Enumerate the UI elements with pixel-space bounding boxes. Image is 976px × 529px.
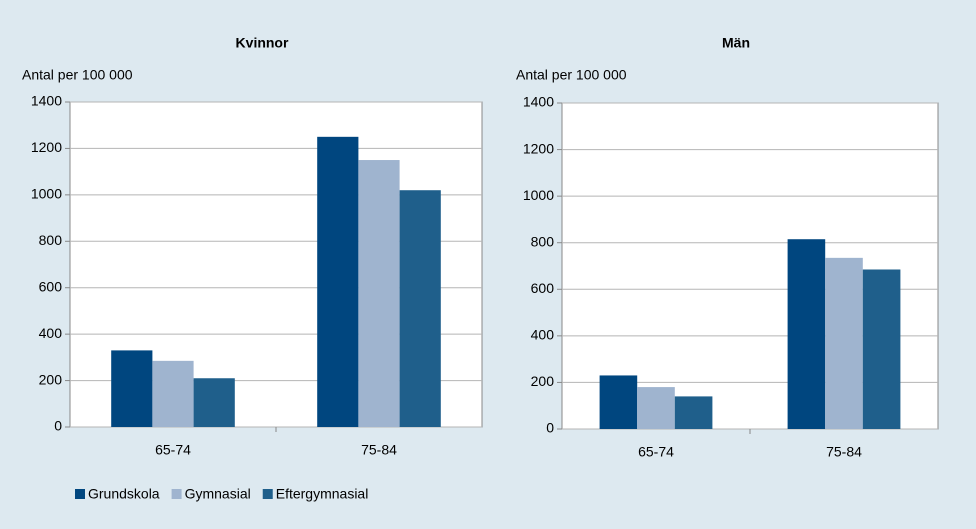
bar	[317, 136, 359, 428]
bar	[862, 269, 901, 429]
bar	[399, 190, 441, 427]
bar	[637, 387, 675, 429]
y-tick-label: 1000	[31, 186, 62, 202]
legend-label: Gymnasial	[185, 486, 251, 502]
x-tick-label: 65-74	[638, 444, 674, 460]
legend-swatch	[262, 489, 273, 499]
y-tick-label: 600	[531, 280, 555, 296]
y-tick-label: 1400	[31, 93, 62, 109]
y-tick-label: 0	[546, 420, 554, 436]
bar	[193, 378, 235, 427]
chart-title: Män	[722, 35, 750, 51]
y-axis-label: Antal per 100 000	[516, 67, 627, 83]
y-tick-label: 600	[39, 278, 63, 294]
bar	[674, 396, 713, 429]
legend-label: Grundskola	[88, 486, 160, 502]
y-tick-label: 400	[531, 327, 555, 343]
x-tick-label: 65-74	[155, 442, 191, 458]
x-tick-label: 75-84	[826, 444, 862, 460]
bar	[111, 350, 153, 427]
x-tick-label: 75-84	[361, 442, 397, 458]
y-tick-label: 0	[54, 418, 62, 434]
bar	[825, 257, 863, 429]
chart-title: Kvinnor	[236, 35, 289, 51]
y-tick-label: 1200	[523, 140, 554, 156]
legend-label: Eftergymnasial	[276, 486, 369, 502]
y-axis-label: Antal per 100 000	[22, 67, 133, 83]
y-tick-label: 200	[531, 373, 555, 389]
y-tick-label: 1200	[31, 139, 62, 155]
y-tick-label: 800	[531, 233, 555, 249]
bar	[152, 360, 194, 427]
bar	[599, 375, 638, 429]
bar	[787, 239, 826, 429]
legend-swatch	[75, 489, 85, 499]
y-tick-label: 1400	[523, 94, 554, 110]
y-tick-label: 1000	[523, 187, 554, 203]
bar	[358, 160, 400, 428]
legend-swatch	[171, 489, 182, 499]
y-tick-label: 400	[39, 325, 63, 341]
y-tick-label: 800	[39, 232, 63, 248]
y-tick-label: 200	[39, 371, 63, 387]
